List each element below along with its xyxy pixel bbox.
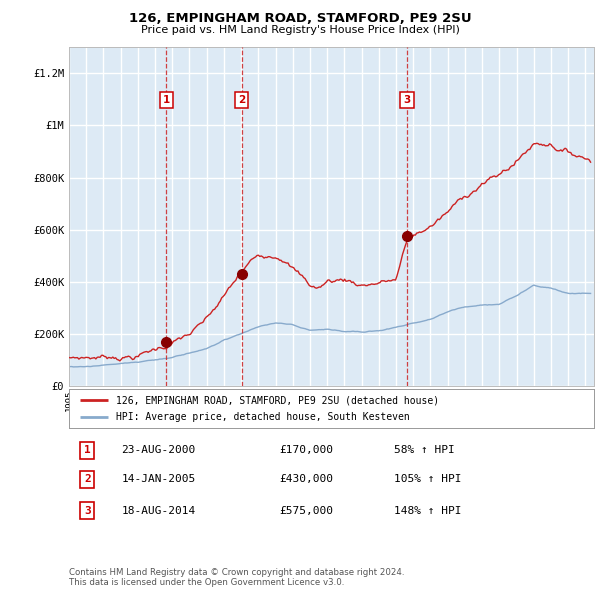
Text: 14-JAN-2005: 14-JAN-2005 bbox=[121, 474, 196, 484]
Text: £430,000: £430,000 bbox=[279, 474, 333, 484]
Text: £170,000: £170,000 bbox=[279, 445, 333, 455]
Text: 2: 2 bbox=[238, 95, 245, 105]
Text: 2: 2 bbox=[84, 474, 91, 484]
Text: 18-AUG-2014: 18-AUG-2014 bbox=[121, 506, 196, 516]
Text: 148% ↑ HPI: 148% ↑ HPI bbox=[395, 506, 462, 516]
Text: 3: 3 bbox=[403, 95, 410, 105]
Text: £575,000: £575,000 bbox=[279, 506, 333, 516]
Text: Contains HM Land Registry data © Crown copyright and database right 2024.
This d: Contains HM Land Registry data © Crown c… bbox=[69, 568, 404, 587]
Text: 23-AUG-2000: 23-AUG-2000 bbox=[121, 445, 196, 455]
Text: 58% ↑ HPI: 58% ↑ HPI bbox=[395, 445, 455, 455]
Text: HPI: Average price, detached house, South Kesteven: HPI: Average price, detached house, Sout… bbox=[116, 412, 410, 422]
Text: 1: 1 bbox=[163, 95, 170, 105]
Text: Price paid vs. HM Land Registry's House Price Index (HPI): Price paid vs. HM Land Registry's House … bbox=[140, 25, 460, 35]
Text: 3: 3 bbox=[84, 506, 91, 516]
Text: 126, EMPINGHAM ROAD, STAMFORD, PE9 2SU (detached house): 126, EMPINGHAM ROAD, STAMFORD, PE9 2SU (… bbox=[116, 395, 439, 405]
Text: 105% ↑ HPI: 105% ↑ HPI bbox=[395, 474, 462, 484]
Text: 1: 1 bbox=[84, 445, 91, 455]
Text: 126, EMPINGHAM ROAD, STAMFORD, PE9 2SU: 126, EMPINGHAM ROAD, STAMFORD, PE9 2SU bbox=[128, 12, 472, 25]
